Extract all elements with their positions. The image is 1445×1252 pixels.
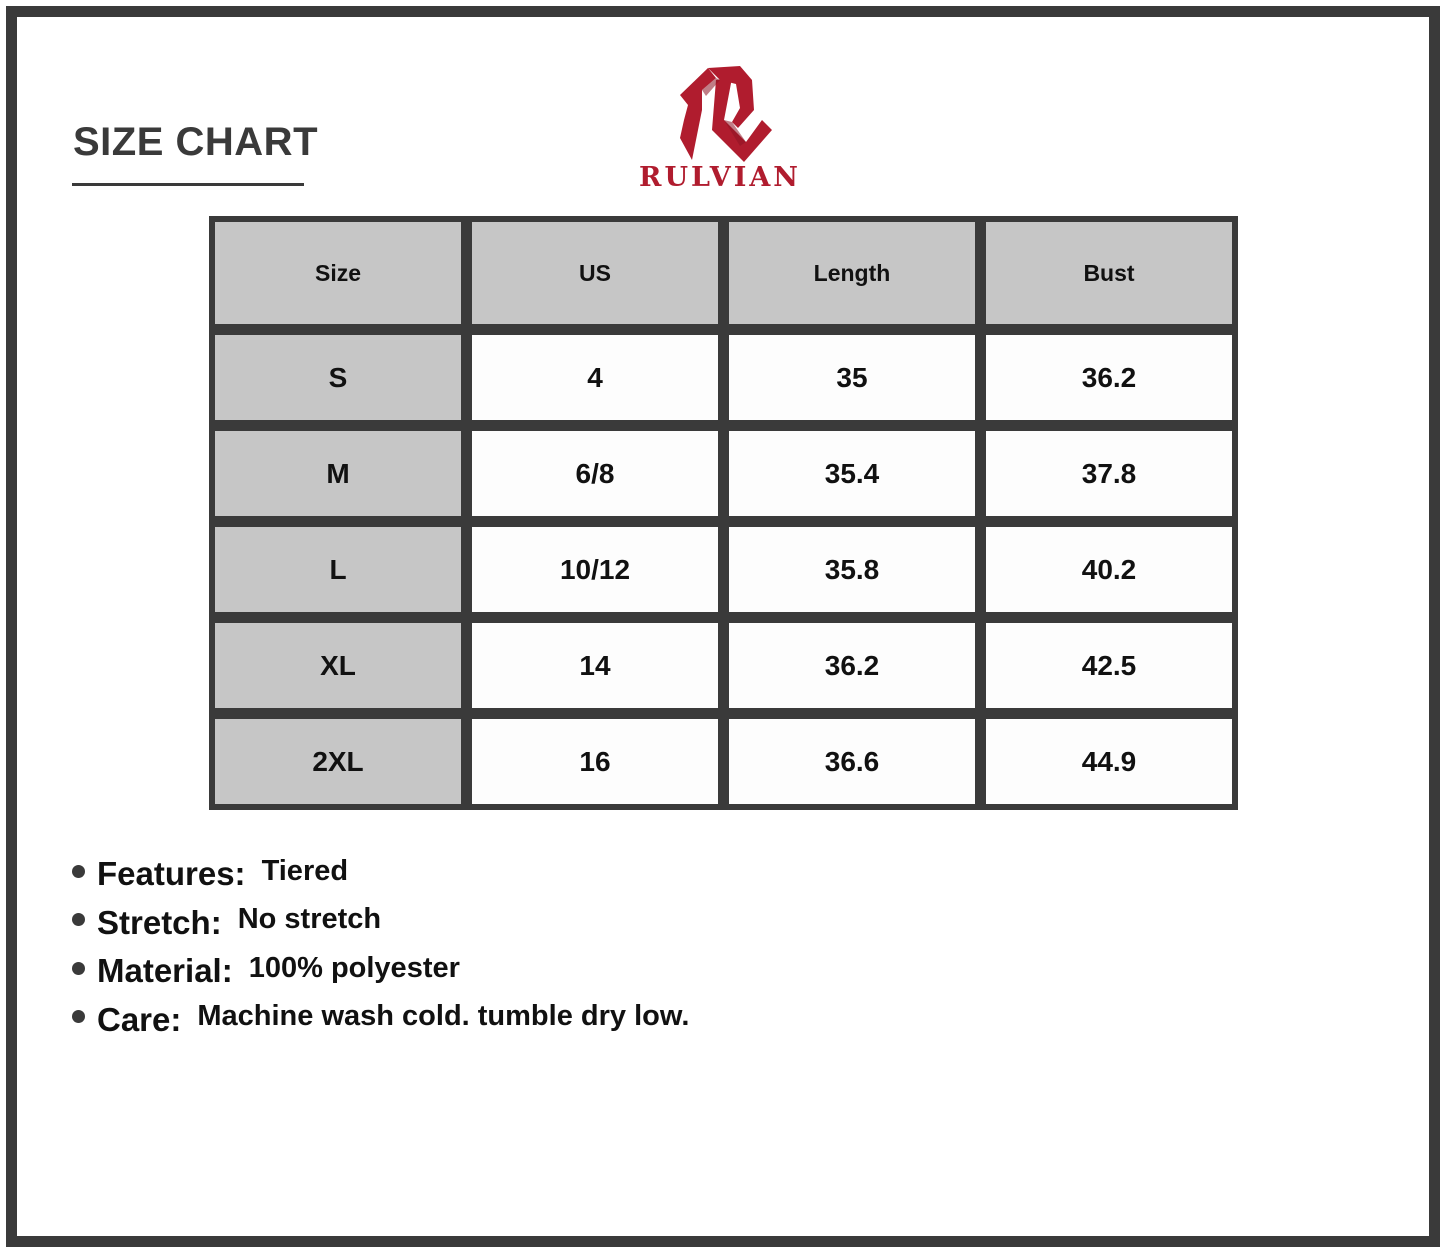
cell-us: 14 [472,623,718,708]
header-size: Size [215,222,461,324]
cell-size: S [215,335,461,420]
bullet-icon [72,913,85,927]
feature-label: Care: [97,1000,182,1038]
feature-value: Machine wash cold. tumble dry low. [197,1000,690,1033]
cell-length: 36.6 [729,719,975,804]
cell-size: M [215,431,461,516]
cell-bust: 36.2 [986,335,1232,420]
feature-item: Stretch: No stretch [72,899,689,948]
bullet-icon [72,961,85,975]
feature-value: No stretch [237,903,382,936]
cell-us: 10/12 [472,527,718,612]
feature-item: Care: Machine wash cold. tumble dry low. [72,996,689,1045]
cell-us: 16 [472,719,718,804]
cell-bust: 44.9 [986,719,1232,804]
feature-item: Features: Tiered [72,850,689,899]
title-underline [72,183,304,186]
feature-item: Material: 100% polyester [72,947,689,996]
brand-logo: RULVIAN [620,50,830,200]
cell-us: 4 [472,335,718,420]
bullet-icon [72,1010,85,1024]
cell-size: 2XL [215,719,461,804]
cell-bust: 42.5 [986,623,1232,708]
feature-value: Tiered [261,854,349,887]
cell-length: 36.2 [729,623,975,708]
cell-bust: 40.2 [986,527,1232,612]
feature-value: 100% polyester [248,951,460,984]
cell-size: XL [215,623,461,708]
cell-us: 6/8 [472,431,718,516]
bullet-icon [72,864,85,878]
cell-length: 35.4 [729,431,975,516]
header-length: Length [729,222,975,324]
size-table: Size US Length Bust S 4 35 36.2 M 6/8 35.4 37.8… [209,216,1238,810]
brand-name: RULVIAN [639,162,801,193]
cell-length: 35 [729,335,975,420]
cell-length: 35.8 [729,527,975,612]
cell-bust: 37.8 [986,431,1232,516]
header-us: US [472,222,718,324]
page-title: SIZE CHART [73,120,318,164]
cell-size: L [215,527,461,612]
feature-label: Stretch: [97,903,222,941]
feature-label: Material: [97,952,233,990]
product-features: Features: Tiered Stretch: No stretch Materia… [72,850,689,1044]
feature-label: Features: [97,855,246,893]
logo-r-mark-icon [680,66,772,162]
header-bust: Bust [986,222,1232,324]
